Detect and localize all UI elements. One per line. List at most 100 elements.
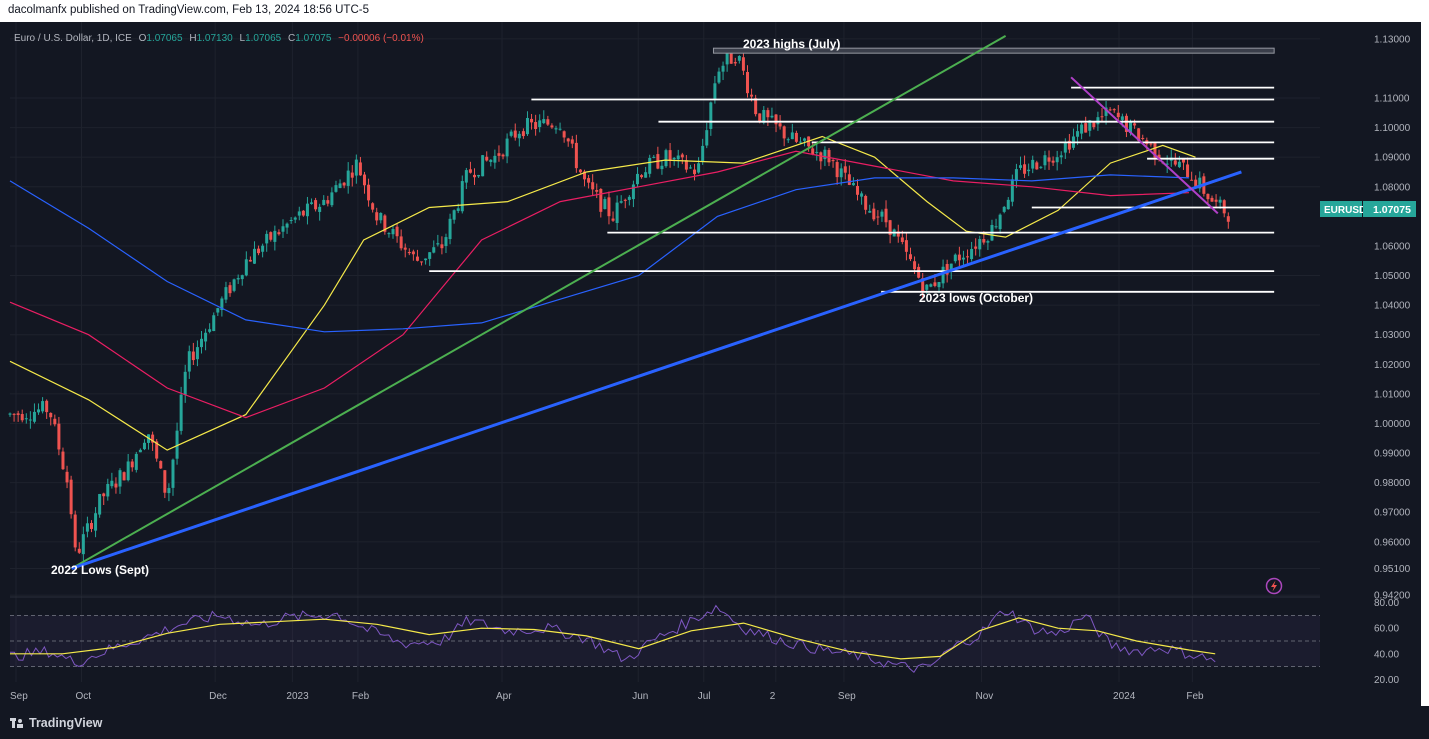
candle-body [513,130,517,138]
candle-body [599,188,603,212]
time-tick-label: Jun [632,691,648,702]
candle-body [1173,160,1177,165]
candle-body [864,195,868,210]
candle-body [310,202,314,204]
candle-body [839,168,843,178]
candle-body [379,212,383,221]
candle-body [994,226,998,228]
candle-body [587,178,591,183]
candle-body [676,155,680,160]
candle-body [204,332,208,342]
candle-body [57,423,61,450]
candle-body [1100,116,1104,118]
candle-body [619,201,623,203]
time-tick-label: 2023 [286,691,309,702]
candle-body [1108,109,1112,111]
candle-body [187,351,191,372]
candle-body [693,169,697,175]
candle-body [477,175,481,177]
candle-body [1088,120,1092,131]
candle-body [782,126,786,139]
candle-body [167,488,171,494]
price-tick-label: 1.03000 [1374,330,1411,341]
candle-body [811,148,815,155]
candle-body [925,284,929,290]
rsi-axis[interactable]: 80.00 60.00 40.00 20.00 [1374,598,1399,686]
tradingview-logo[interactable]: TradingView [10,716,102,730]
candle-body [269,232,273,240]
candle-body [297,211,301,216]
candle-body [77,548,81,553]
candle-body [933,282,937,286]
candle-body [737,56,741,61]
candle-body [8,413,12,415]
rsi-tick-label: 20.00 [1374,675,1399,686]
candle-body [831,160,835,162]
price-tick-label: 0.95100 [1374,564,1411,575]
candle-body [216,308,220,313]
price-tag-value: 1.07075 [1373,204,1411,216]
price-axis[interactable]: 1.13000 1.11000 1.10000 1.09000 1.08000 1.060… [1374,34,1411,601]
trend_green-line [71,35,1007,570]
candle-body [640,175,644,178]
horizontal-levels [429,47,1275,293]
candle-body [766,110,770,118]
tradingview-logo-icon [10,717,24,729]
price-tag-symbol-bg [1320,201,1362,217]
candle-body [570,139,574,144]
candle-body [823,149,827,160]
candle-body [281,226,285,232]
moving-averages [9,135,1196,451]
candle-body [501,154,505,157]
candle-body [191,351,195,361]
candle-body [73,514,77,548]
candle-body [106,483,110,497]
candle-body [1076,131,1080,137]
candle-body [444,237,448,247]
candle-body [1096,117,1100,125]
candle-body [195,347,199,360]
rsi-line [9,604,1216,674]
candle-body [1027,169,1031,172]
candle-body [876,216,880,218]
candle-body [941,266,945,284]
price-tick-label: 1.08000 [1374,182,1411,193]
candle-body [546,119,550,125]
candle-body [978,239,982,250]
candle-body [1104,107,1108,116]
candle-body [1120,116,1124,120]
lightning-icon[interactable] [1265,577,1283,595]
candle-body [1014,169,1018,182]
candle-body [583,171,587,180]
candle-body [741,57,745,71]
candle-body [468,169,472,173]
candle-body [961,257,965,260]
price-tick-label: 1.09000 [1374,153,1411,164]
candle-body [937,282,941,288]
price-tick-label: 0.99000 [1374,449,1411,460]
candle-body [982,239,986,243]
candle-body [603,199,607,210]
candle-body [130,461,134,468]
candle-body [758,113,762,122]
candle-body [224,287,228,300]
candle-body [354,159,358,176]
candle-body [85,523,89,532]
time-axis[interactable]: Sep Oct Dec 2023 Feb Apr Jun Jul 2 Sep Nov 2024 Feb [10,691,1204,702]
candle-body [729,50,733,64]
legend-symbol: Euro / U.S. Dollar, 1D, ICE O1.07065 H1.… [14,33,424,44]
candle-body [232,279,236,291]
rsi-ma-line [10,617,1216,660]
candle-body [1010,179,1014,202]
price-tick-label: 1.05000 [1374,271,1411,282]
candle-body [265,233,269,244]
candle-body [566,138,570,142]
candle-body [1002,206,1006,212]
time-tick-label: Jul [698,691,711,702]
candle-body [395,226,399,237]
candle-body [917,266,921,278]
candle-body [305,203,309,217]
candle-body [644,172,648,178]
candle-body [778,123,782,127]
